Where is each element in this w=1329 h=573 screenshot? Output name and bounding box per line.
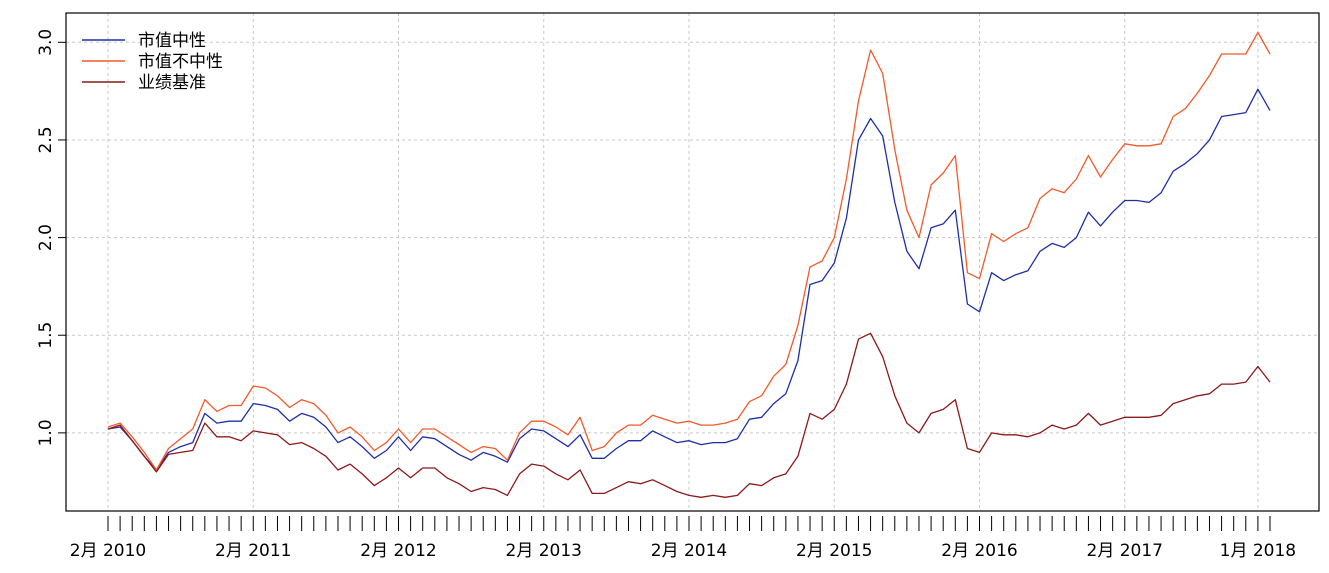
x-tick-label: 1月 2018 — [1220, 541, 1296, 561]
series-line-1 — [107, 31, 1271, 471]
y-axis: 1.0 1.5 2.0 2.5 3.0 — [36, 29, 66, 446]
plot-frame — [65, 12, 1320, 512]
y-tick-label: 2.5 — [36, 126, 56, 153]
x-axis: 2月 2010 2月 2011 2月 2012 2月 2013 2月 2014 2月 20… — [70, 516, 1296, 561]
y-tick-label: 2.0 — [36, 224, 56, 251]
series-line-0 — [107, 88, 1271, 471]
series-line-2 — [107, 332, 1271, 498]
grid-lines — [66, 13, 1319, 511]
x-tick-label: 2月 2013 — [506, 541, 582, 561]
y-tick-label: 1.5 — [36, 322, 56, 349]
x-tick-label: 2月 2010 — [70, 541, 146, 561]
legend-label: 市值中性 — [138, 31, 206, 51]
x-tick-label: 2月 2012 — [360, 541, 436, 561]
y-tick-label: 3.0 — [36, 29, 56, 56]
x-tick-label: 2月 2017 — [1087, 541, 1163, 561]
x-tick-label: 2月 2011 — [215, 541, 291, 561]
x-tick-label: 2月 2015 — [796, 541, 872, 561]
y-tick-label: 1.0 — [36, 419, 56, 446]
x-tick-label: 2月 2016 — [941, 541, 1017, 561]
legend-label: 市值不中性 — [138, 52, 223, 72]
legend-label: 业绩基准 — [138, 73, 206, 93]
x-tick-label: 2月 2014 — [651, 541, 727, 561]
series-lines — [107, 31, 1271, 498]
